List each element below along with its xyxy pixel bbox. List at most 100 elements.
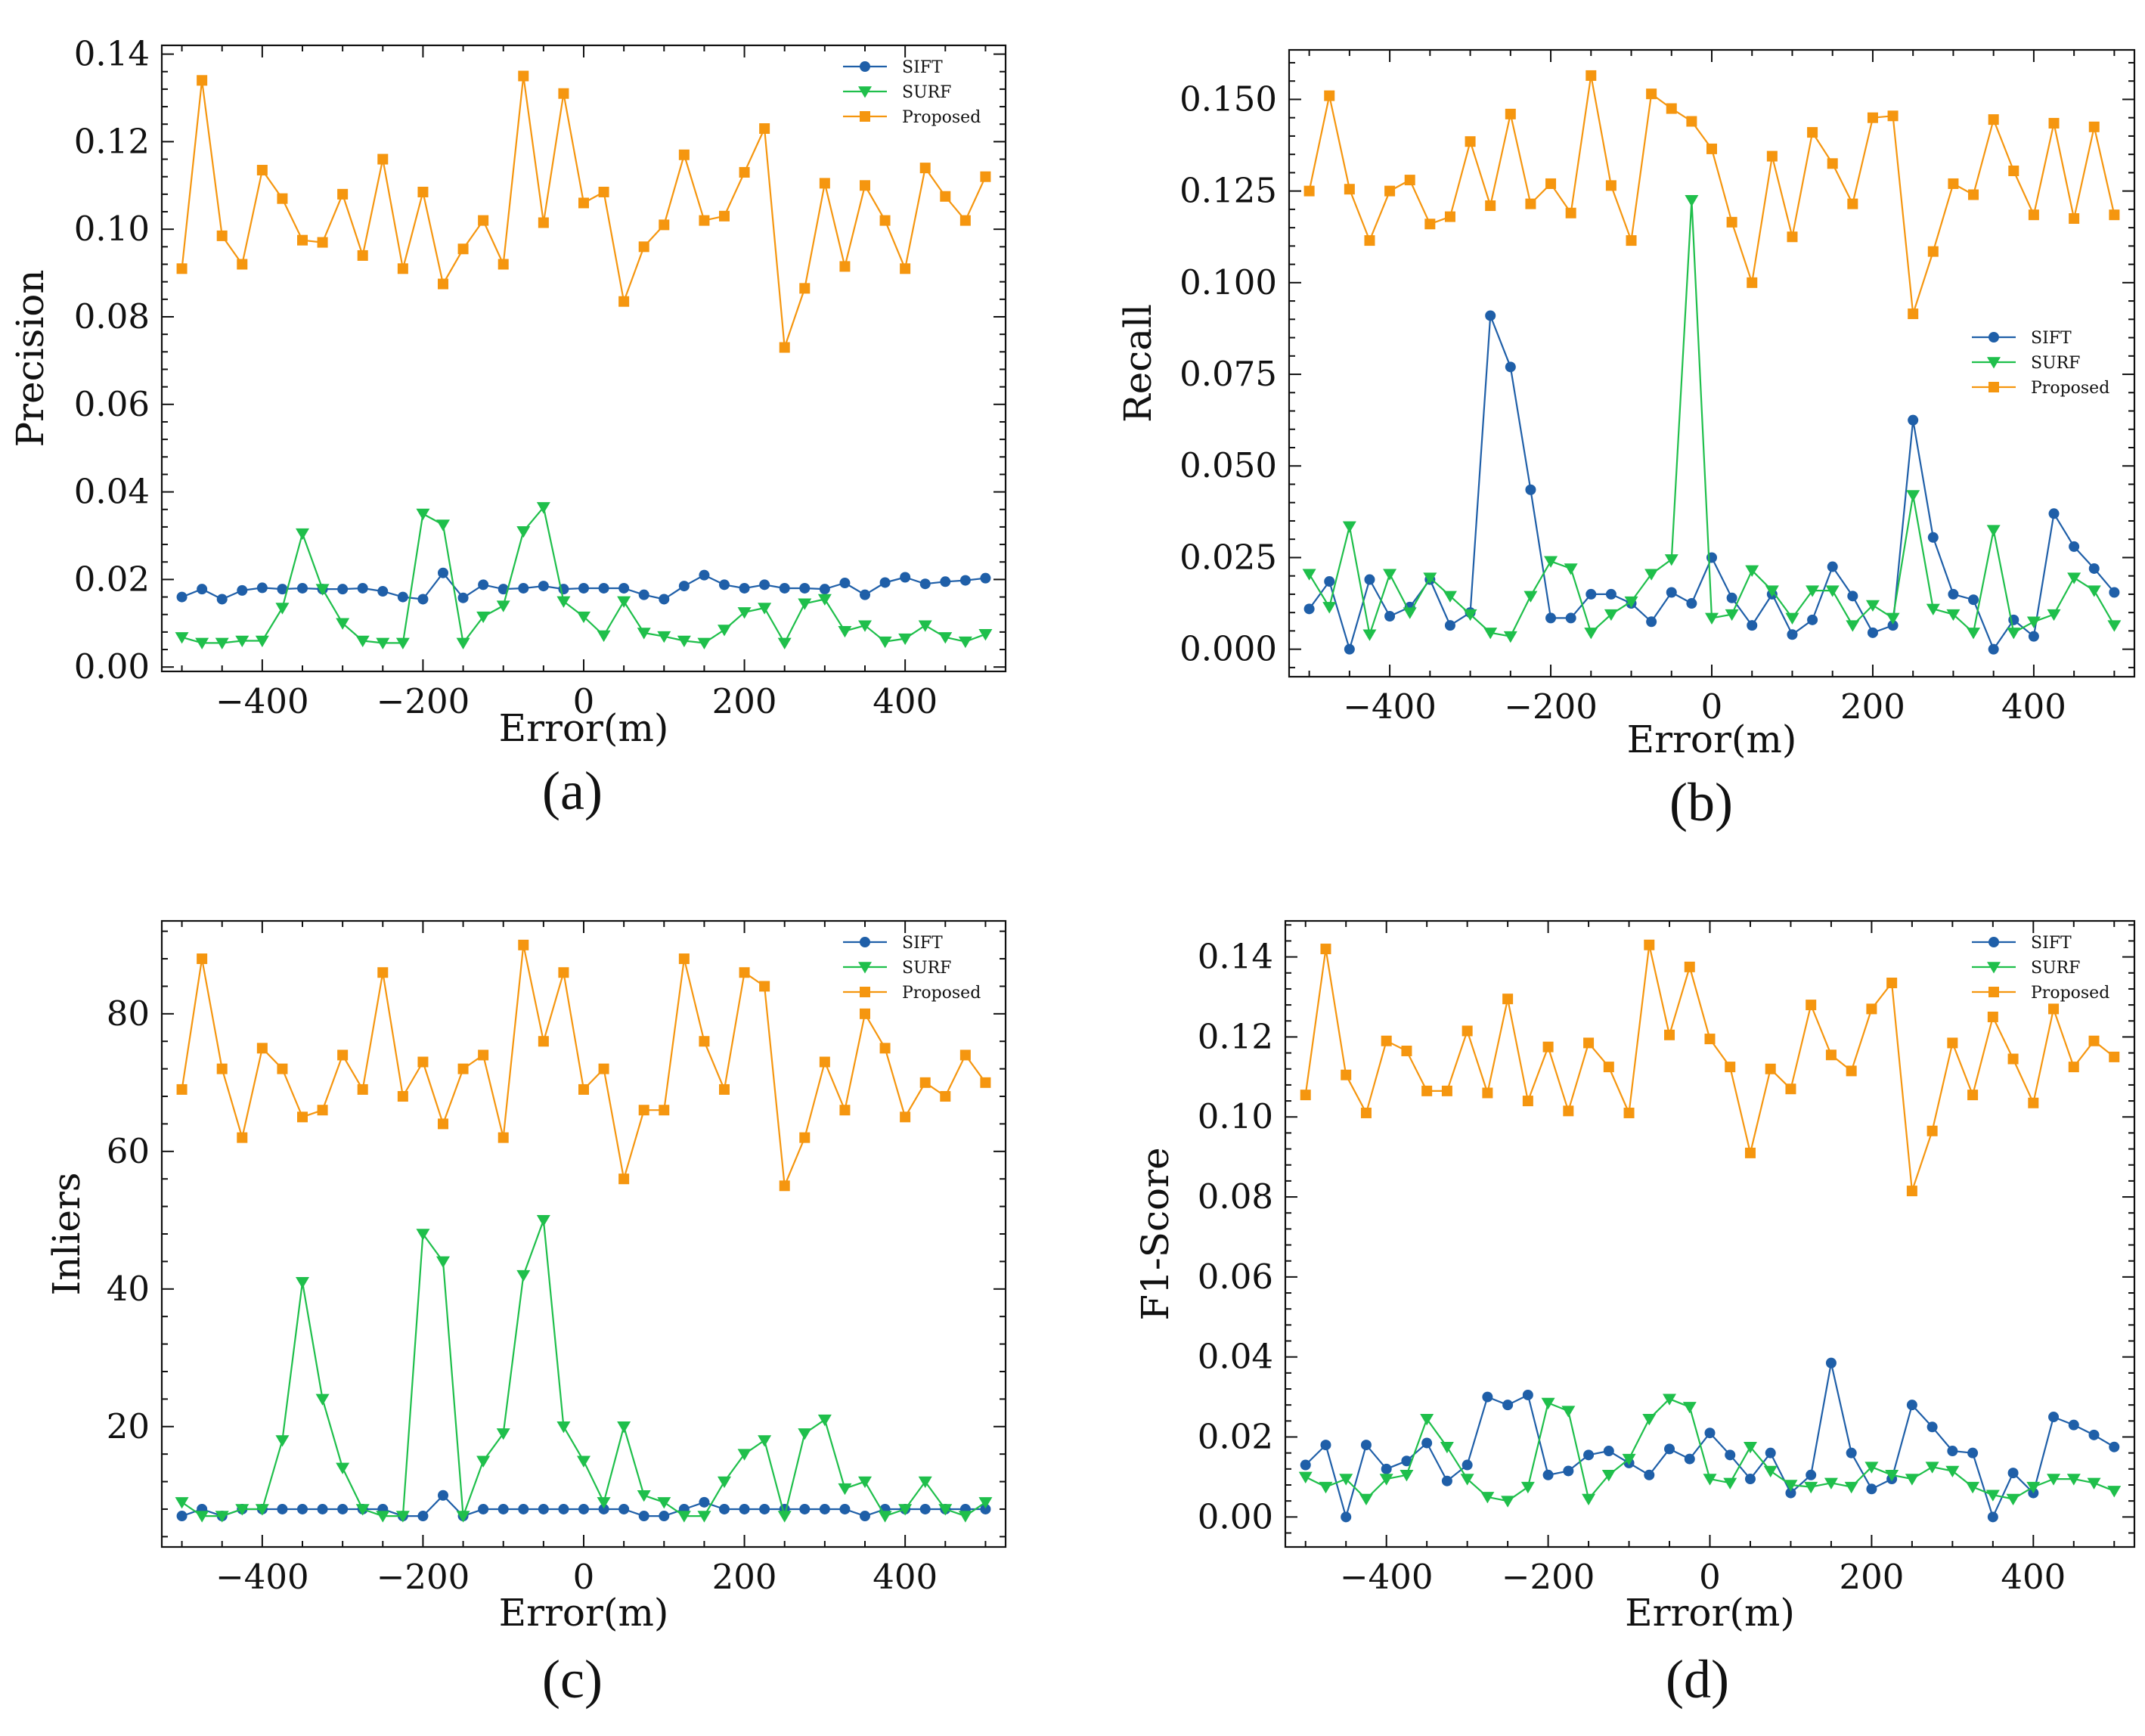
data-point-sift	[176, 591, 188, 603]
data-point-proposed	[1542, 1041, 1554, 1052]
data-point-proposed	[618, 296, 630, 307]
data-point-surf	[918, 1476, 932, 1489]
data-point-sift	[1948, 588, 1959, 600]
data-point-proposed	[1563, 1105, 1574, 1117]
data-point-proposed	[659, 219, 670, 231]
y-tick-label: 0.02	[1198, 1417, 1273, 1457]
data-point-proposed	[176, 263, 188, 274]
data-point-surf	[637, 628, 651, 640]
data-point-sift	[297, 1503, 308, 1514]
data-point-surf	[255, 1504, 269, 1516]
series-proposed	[1300, 939, 2120, 1197]
data-point-surf	[1825, 585, 1840, 597]
legend-label-proposed: Proposed	[902, 984, 981, 1003]
data-point-proposed	[940, 191, 951, 202]
y-tick-label: 20	[107, 1406, 150, 1446]
series-surf	[175, 1215, 993, 1523]
panel-caption: (d)	[1666, 1649, 1729, 1710]
legend-marker-surf	[858, 962, 872, 974]
y-tick-label: 0.125	[1179, 171, 1277, 211]
data-point-surf	[597, 1497, 611, 1509]
data-point-sift	[618, 1503, 630, 1514]
data-point-proposed	[2068, 1062, 2079, 1073]
data-point-surf	[1383, 569, 1397, 581]
legend-label-sift: SIFT	[2031, 329, 2072, 348]
data-point-sift	[759, 1503, 770, 1514]
data-point-sift	[618, 582, 630, 594]
data-point-surf	[1844, 1481, 1858, 1494]
data-point-proposed	[1360, 1107, 1372, 1118]
y-tick-label: 0.000	[1179, 629, 1277, 669]
data-point-sift	[1605, 588, 1616, 600]
data-point-sift	[839, 578, 851, 589]
data-point-proposed	[558, 967, 569, 978]
data-point-sift	[518, 1503, 529, 1514]
y-tick-label: 0.12	[1198, 1016, 1273, 1056]
data-point-proposed	[237, 1132, 248, 1143]
data-point-surf	[195, 1511, 209, 1523]
data-point-surf	[898, 1504, 913, 1516]
data-point-surf	[1460, 1474, 1474, 1486]
series-line-proposed	[1308, 74, 2116, 315]
data-point-proposed	[1887, 110, 1899, 122]
x-axis-title: Error(m)	[499, 1591, 669, 1635]
x-tick-label: 0	[1701, 687, 1723, 727]
data-point-proposed	[1502, 994, 1514, 1005]
data-point-sift	[1644, 1469, 1655, 1480]
data-point-sift	[1927, 532, 1939, 543]
data-point-proposed	[478, 1049, 489, 1061]
data-point-surf	[1682, 1402, 1697, 1414]
data-point-surf	[577, 611, 590, 624]
data-point-proposed	[1747, 277, 1758, 288]
series-sift	[176, 1490, 991, 1522]
data-point-sift	[2069, 541, 2080, 552]
data-point-sift	[819, 1503, 830, 1514]
data-point-surf	[436, 1256, 450, 1268]
data-point-surf	[1564, 563, 1578, 575]
data-point-sift	[1987, 1511, 1998, 1523]
x-tick-label: 0	[1699, 1557, 1721, 1597]
y-axis-title: Precision	[8, 269, 52, 447]
series-line-proposed	[181, 944, 987, 1187]
data-point-sift	[1300, 1459, 1311, 1471]
data-point-surf	[1926, 603, 1940, 615]
data-point-proposed	[1320, 944, 1331, 955]
data-point-proposed	[1586, 70, 1597, 81]
data-point-sift	[598, 582, 609, 594]
y-tick-label: 0.025	[1179, 537, 1277, 577]
y-tick-label: 0.10	[74, 209, 150, 249]
data-point-proposed	[1684, 961, 1695, 972]
x-tick-label: −200	[377, 1557, 470, 1597]
panel-caption: (c)	[542, 1649, 603, 1710]
legend-label-sift: SIFT	[902, 58, 943, 77]
data-point-proposed	[1806, 1000, 1817, 1011]
legend-marker-proposed	[1988, 382, 1999, 392]
data-point-surf	[1966, 1481, 1980, 1494]
data-point-surf	[958, 1511, 972, 1523]
y-tick-label: 60	[107, 1131, 150, 1171]
data-point-proposed	[839, 261, 851, 272]
data-point-sift	[1586, 588, 1597, 600]
data-point-proposed	[1424, 219, 1436, 230]
legend-marker-surf	[858, 86, 872, 98]
data-point-sift	[1684, 1453, 1695, 1465]
data-point-proposed	[900, 1111, 911, 1123]
data-point-sift	[317, 1503, 328, 1514]
data-point-surf	[1440, 1441, 1454, 1454]
legend-label-proposed: Proposed	[2031, 379, 2109, 398]
data-point-proposed	[1583, 1037, 1595, 1049]
data-point-surf	[798, 598, 812, 610]
legend-marker-surf	[1987, 962, 2001, 974]
data-point-surf	[1705, 612, 1719, 625]
data-point-surf	[878, 636, 892, 649]
data-point-proposed	[1401, 1045, 1412, 1056]
data-point-proposed	[1867, 112, 1878, 123]
y-tick-label: 0.04	[74, 472, 150, 512]
data-point-proposed	[1744, 1147, 1756, 1158]
data-point-sift	[1545, 612, 1557, 624]
x-tick-label: 200	[1840, 687, 1905, 727]
series-proposed	[176, 939, 991, 1192]
data-point-sift	[1502, 1400, 1514, 1411]
data-point-proposed	[357, 250, 368, 261]
